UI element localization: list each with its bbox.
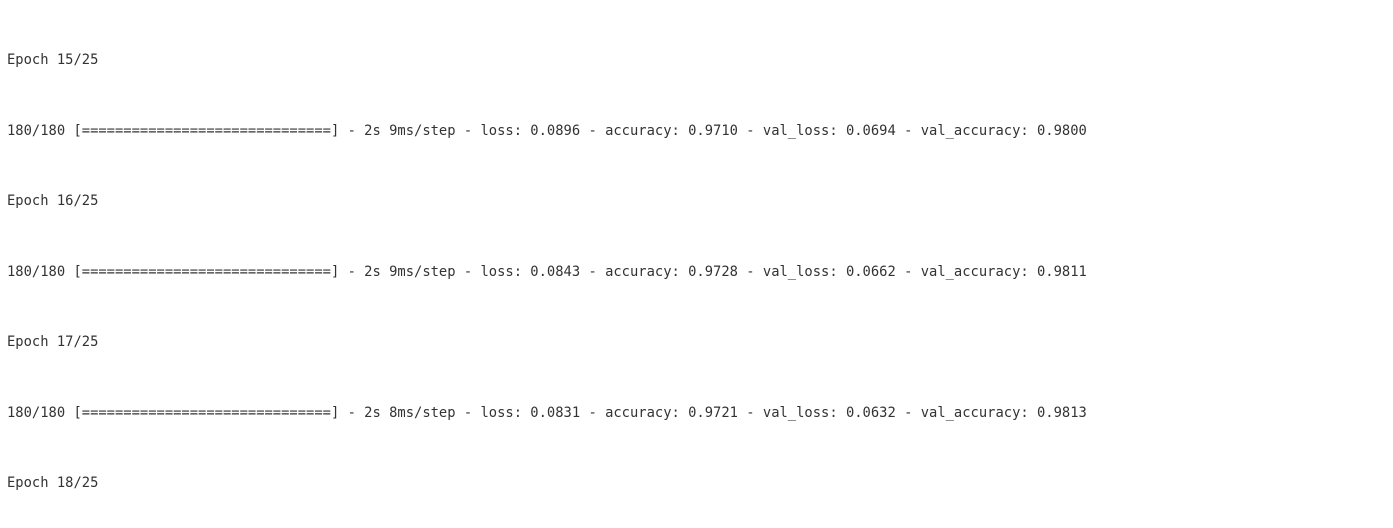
epoch-header-17: Epoch 17/25 <box>7 334 99 350</box>
epoch-progress-17: 180/180 [==============================]… <box>7 404 1087 421</box>
epoch-header-18: Epoch 18/25 <box>7 475 99 491</box>
epoch-header-16: Epoch 16/25 <box>7 193 99 209</box>
epoch-progress-16: 180/180 [==============================]… <box>7 263 1087 280</box>
epoch-header-15: Epoch 15/25 <box>7 52 99 68</box>
epoch-progress-15: 180/180 [==============================]… <box>7 122 1087 139</box>
